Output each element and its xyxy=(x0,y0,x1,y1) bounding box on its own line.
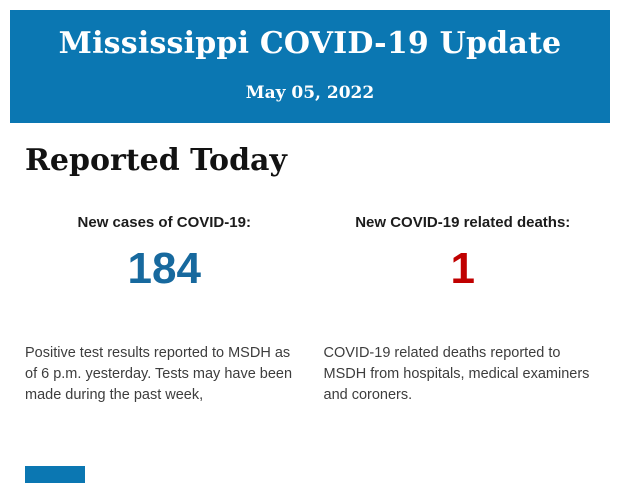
stats-grid: New cases of COVID-19: 184 Positive test… xyxy=(25,214,602,406)
stat-description-new-cases: Positive test results reported to MSDH a… xyxy=(25,345,293,403)
header-banner: Mississippi COVID-19 Update May 05, 2022 xyxy=(10,10,610,123)
section-heading: Reported Today xyxy=(25,143,287,178)
stat-label-new-deaths: New COVID-19 related deaths: xyxy=(355,214,571,231)
main-content: Reported Today New cases of COVID-19: 18… xyxy=(0,144,620,406)
next-section-peek xyxy=(25,466,85,483)
stat-description-new-deaths: COVID-19 related deaths reported to MSDH… xyxy=(323,345,590,403)
page-title: Mississippi COVID-19 Update xyxy=(58,26,562,61)
header-date: May 05, 2022 xyxy=(245,83,375,103)
stat-value-new-deaths: 1 xyxy=(450,244,475,293)
stat-value-new-cases: 184 xyxy=(127,244,201,293)
stat-label-new-cases: New cases of COVID-19: xyxy=(77,214,251,231)
stat-new-deaths: New COVID-19 related deaths: 1 COVID-19 … xyxy=(324,214,603,406)
stat-new-cases: New cases of COVID-19: 184 Positive test… xyxy=(25,214,304,406)
